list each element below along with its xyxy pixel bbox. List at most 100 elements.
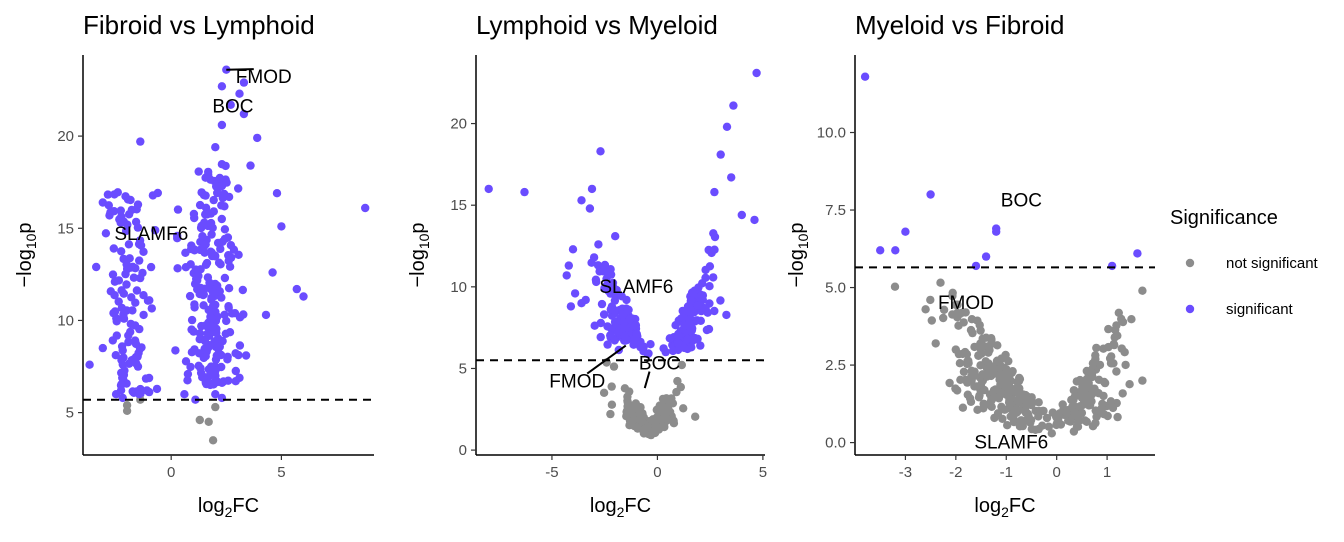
significant-point [596, 318, 605, 328]
significant-point [203, 273, 213, 282]
not-significant-point [964, 356, 973, 366]
significant-point [693, 334, 702, 343]
gene-label: SLAMF6 [114, 224, 188, 245]
significant-point [127, 293, 136, 302]
not-significant-point [660, 403, 669, 412]
significant-point [217, 201, 226, 210]
significant-point [599, 310, 609, 319]
significant-point [135, 256, 144, 265]
not-significant-point [976, 361, 985, 370]
significant-point [109, 244, 119, 253]
significant-point [235, 89, 244, 98]
not-significant-point [1031, 425, 1040, 434]
significant-point [141, 374, 151, 383]
not-significant-point [1034, 398, 1043, 407]
significant-point [737, 210, 746, 220]
significant-point [710, 232, 720, 242]
significant-point [103, 190, 113, 199]
not-significant-point [666, 394, 675, 404]
significant-point [709, 273, 718, 282]
significant-point [619, 310, 628, 320]
not-significant-point [627, 419, 636, 428]
not-significant-point [1015, 373, 1024, 383]
not-significant-point [992, 356, 1002, 366]
significant-point [208, 322, 217, 332]
significant-point [705, 282, 714, 291]
significant-point [111, 351, 121, 360]
significant-point [173, 264, 182, 273]
significant-point [194, 361, 203, 370]
significant-point [729, 101, 738, 110]
significant-point [218, 336, 227, 346]
significant-point [361, 203, 370, 213]
y-tick-label: 10.0 [817, 125, 846, 142]
panel-title: Lymphoid vs Myeloid [476, 10, 718, 40]
significant-point [131, 217, 141, 227]
significant-point [253, 133, 262, 143]
x-tick-label: -1 [1000, 464, 1013, 481]
significant-point [198, 232, 207, 241]
not-significant-point [660, 422, 669, 432]
significant-point [687, 343, 696, 352]
significant-point [126, 263, 135, 272]
significant-point [687, 296, 696, 305]
significant-point [674, 339, 683, 348]
not-significant-point [989, 386, 999, 395]
not-significant-point [1056, 420, 1066, 429]
significant-point [215, 287, 224, 296]
points [860, 72, 1147, 438]
not-significant-point [1066, 417, 1075, 426]
not-significant-point [1069, 427, 1079, 436]
y-tick-label: 20 [57, 128, 74, 145]
significant-point [679, 313, 688, 323]
significant-point [224, 284, 234, 293]
not-significant-point [651, 425, 660, 434]
significant-point [1107, 261, 1117, 271]
y-tick-label: 2.5 [825, 357, 846, 374]
significant-point [594, 240, 603, 249]
significant-point [207, 230, 216, 239]
significant-point [238, 285, 247, 295]
significant-point [216, 350, 226, 360]
significant-point [199, 290, 208, 300]
not-significant-point [204, 417, 213, 426]
significant-point [876, 246, 885, 255]
not-significant-point [1013, 396, 1022, 406]
significant-point [217, 214, 226, 224]
significant-point [520, 187, 529, 197]
legend-label: not significant [1226, 255, 1319, 272]
not-significant-point [1138, 286, 1147, 295]
significant-point [643, 349, 652, 359]
significant-point [209, 368, 218, 377]
significant-point [608, 278, 618, 288]
significant-point [577, 196, 586, 205]
significant-point [716, 150, 725, 159]
not-significant-point [962, 350, 972, 359]
significant-point [151, 226, 160, 235]
significant-point [597, 299, 607, 309]
significant-point [891, 246, 900, 255]
not-significant-point [1042, 413, 1052, 423]
not-significant-point [953, 313, 962, 322]
significant-point [585, 204, 595, 213]
significant-point [139, 247, 148, 256]
significant-point [132, 205, 141, 214]
not-significant-point [1015, 422, 1025, 431]
significant-point [201, 321, 210, 330]
gene-label: FMOD [938, 293, 994, 314]
significant-point [239, 78, 249, 87]
legend-key [1185, 304, 1195, 314]
significant-point [971, 261, 981, 271]
significant-point [187, 244, 196, 254]
significant-point [701, 273, 710, 282]
significant-point [566, 302, 576, 311]
significant-point [617, 292, 626, 301]
significant-point [200, 241, 209, 251]
not-significant-point [1110, 340, 1119, 350]
not-significant-point [1117, 314, 1126, 324]
not-significant-point [976, 339, 985, 348]
significant-point [268, 268, 277, 277]
not-significant-point [1100, 378, 1110, 388]
not-significant-point [633, 423, 642, 432]
